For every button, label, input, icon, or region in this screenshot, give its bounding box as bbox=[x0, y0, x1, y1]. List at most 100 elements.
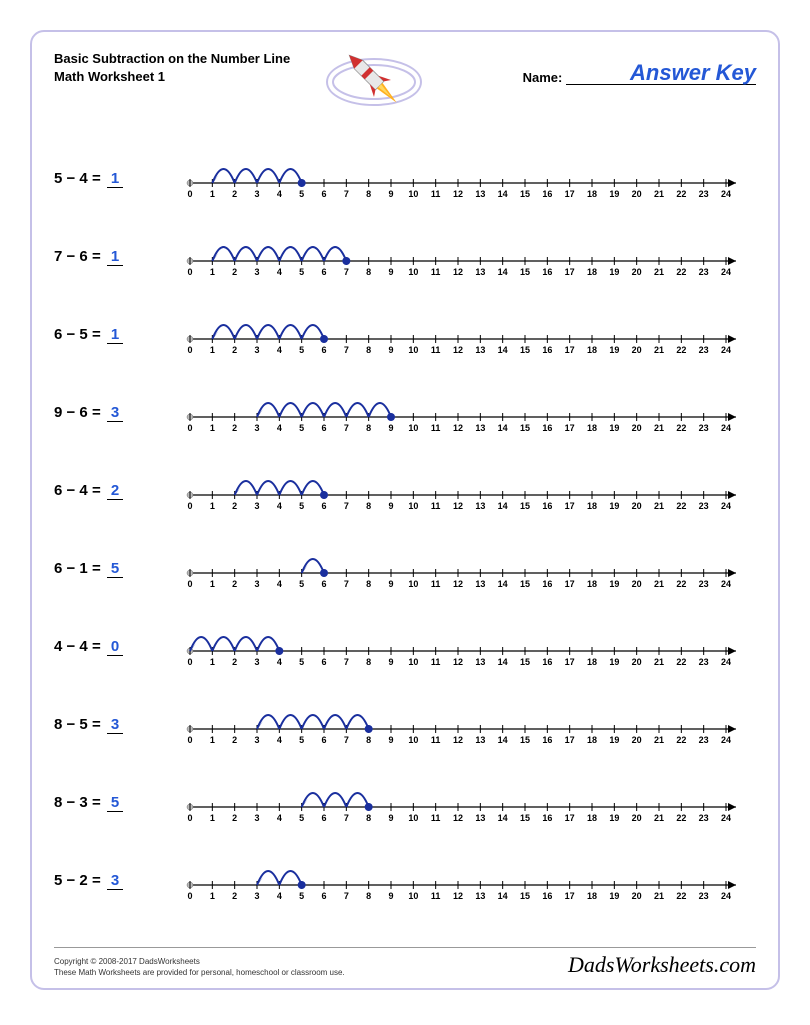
answer-value: 3 bbox=[107, 716, 123, 734]
numberline: 0123456789101112131415161718192021222324 bbox=[164, 461, 756, 521]
svg-text:2: 2 bbox=[232, 501, 237, 511]
svg-text:7: 7 bbox=[344, 657, 349, 667]
svg-text:5: 5 bbox=[299, 735, 304, 745]
svg-text:24: 24 bbox=[721, 735, 731, 745]
svg-text:1: 1 bbox=[210, 579, 215, 589]
svg-text:4: 4 bbox=[277, 579, 282, 589]
svg-text:13: 13 bbox=[475, 345, 485, 355]
svg-text:19: 19 bbox=[609, 423, 619, 433]
svg-text:9: 9 bbox=[388, 267, 393, 277]
answer-value: 3 bbox=[107, 404, 123, 422]
svg-text:16: 16 bbox=[542, 891, 552, 901]
svg-text:4: 4 bbox=[277, 813, 282, 823]
svg-text:7: 7 bbox=[344, 189, 349, 199]
svg-text:2: 2 bbox=[232, 657, 237, 667]
title-line-1: Basic Subtraction on the Number Line bbox=[54, 50, 290, 68]
svg-text:15: 15 bbox=[520, 813, 530, 823]
svg-text:5: 5 bbox=[299, 657, 304, 667]
svg-text:15: 15 bbox=[520, 423, 530, 433]
copyright-text: Copyright © 2008-2017 DadsWorksheets bbox=[54, 956, 345, 967]
svg-text:5: 5 bbox=[299, 189, 304, 199]
svg-text:10: 10 bbox=[408, 189, 418, 199]
svg-text:3: 3 bbox=[254, 813, 259, 823]
svg-text:0: 0 bbox=[187, 579, 192, 589]
svg-text:11: 11 bbox=[431, 735, 441, 745]
svg-text:13: 13 bbox=[475, 189, 485, 199]
svg-text:6: 6 bbox=[321, 579, 326, 589]
svg-text:14: 14 bbox=[498, 579, 508, 589]
svg-text:6: 6 bbox=[321, 189, 326, 199]
equation-text: 8 − 3 = bbox=[54, 794, 105, 811]
svg-text:2: 2 bbox=[232, 267, 237, 277]
svg-text:24: 24 bbox=[721, 345, 731, 355]
svg-text:21: 21 bbox=[654, 423, 664, 433]
footer-note: These Math Worksheets are provided for p… bbox=[54, 967, 345, 978]
svg-text:22: 22 bbox=[676, 579, 686, 589]
svg-text:1: 1 bbox=[210, 189, 215, 199]
name-line: Answer Key bbox=[566, 58, 756, 85]
svg-text:9: 9 bbox=[388, 891, 393, 901]
svg-text:4: 4 bbox=[277, 345, 282, 355]
svg-text:12: 12 bbox=[453, 813, 463, 823]
svg-text:22: 22 bbox=[676, 657, 686, 667]
svg-text:3: 3 bbox=[254, 423, 259, 433]
svg-text:8: 8 bbox=[366, 579, 371, 589]
svg-text:19: 19 bbox=[609, 501, 619, 511]
svg-text:1: 1 bbox=[210, 267, 215, 277]
equation-text: 4 − 4 = bbox=[54, 638, 105, 655]
answer-value: 5 bbox=[107, 794, 123, 812]
svg-text:0: 0 bbox=[187, 189, 192, 199]
svg-text:9: 9 bbox=[388, 735, 393, 745]
svg-text:7: 7 bbox=[344, 345, 349, 355]
equation: 6 − 1 = 5 bbox=[54, 560, 164, 578]
svg-text:22: 22 bbox=[676, 735, 686, 745]
svg-text:19: 19 bbox=[609, 735, 619, 745]
svg-text:8: 8 bbox=[366, 657, 371, 667]
svg-text:9: 9 bbox=[388, 657, 393, 667]
svg-text:19: 19 bbox=[609, 813, 619, 823]
svg-text:9: 9 bbox=[388, 813, 393, 823]
svg-text:4: 4 bbox=[277, 735, 282, 745]
svg-text:5: 5 bbox=[299, 891, 304, 901]
numberline: 0123456789101112131415161718192021222324 bbox=[164, 383, 756, 443]
svg-text:3: 3 bbox=[254, 267, 259, 277]
svg-text:21: 21 bbox=[654, 657, 664, 667]
svg-text:24: 24 bbox=[721, 657, 731, 667]
worksheet-frame: Basic Subtraction on the Number Line Mat… bbox=[30, 30, 780, 990]
svg-text:22: 22 bbox=[676, 891, 686, 901]
svg-text:23: 23 bbox=[699, 423, 709, 433]
svg-text:7: 7 bbox=[344, 891, 349, 901]
svg-text:21: 21 bbox=[654, 267, 664, 277]
svg-text:14: 14 bbox=[498, 735, 508, 745]
svg-text:18: 18 bbox=[587, 813, 597, 823]
svg-text:15: 15 bbox=[520, 267, 530, 277]
svg-text:21: 21 bbox=[654, 189, 664, 199]
svg-text:17: 17 bbox=[565, 579, 575, 589]
numberline: 0123456789101112131415161718192021222324 bbox=[164, 539, 756, 599]
svg-text:3: 3 bbox=[254, 735, 259, 745]
equation-text: 7 − 6 = bbox=[54, 248, 105, 265]
svg-text:1: 1 bbox=[210, 891, 215, 901]
svg-text:16: 16 bbox=[542, 579, 552, 589]
svg-text:6: 6 bbox=[321, 813, 326, 823]
answer-value: 1 bbox=[107, 326, 123, 344]
svg-text:23: 23 bbox=[699, 189, 709, 199]
svg-text:1: 1 bbox=[210, 813, 215, 823]
svg-text:0: 0 bbox=[187, 891, 192, 901]
name-block: Name: Answer Key bbox=[523, 50, 756, 85]
svg-text:0: 0 bbox=[187, 423, 192, 433]
svg-text:22: 22 bbox=[676, 501, 686, 511]
svg-text:11: 11 bbox=[431, 267, 441, 277]
svg-text:20: 20 bbox=[632, 735, 642, 745]
svg-text:5: 5 bbox=[299, 423, 304, 433]
svg-text:14: 14 bbox=[498, 657, 508, 667]
svg-text:11: 11 bbox=[431, 345, 441, 355]
svg-text:5: 5 bbox=[299, 813, 304, 823]
svg-text:1: 1 bbox=[210, 501, 215, 511]
svg-text:9: 9 bbox=[388, 345, 393, 355]
svg-text:7: 7 bbox=[344, 579, 349, 589]
svg-text:12: 12 bbox=[453, 423, 463, 433]
svg-text:9: 9 bbox=[388, 501, 393, 511]
svg-text:23: 23 bbox=[699, 813, 709, 823]
svg-text:14: 14 bbox=[498, 501, 508, 511]
